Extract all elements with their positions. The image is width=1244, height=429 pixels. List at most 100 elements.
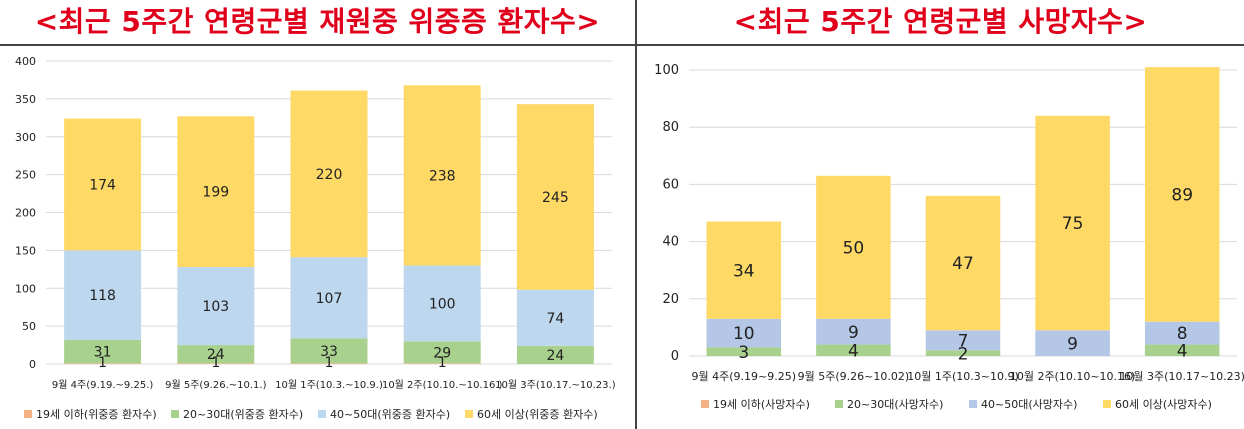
deaths-bar-segment xyxy=(1144,67,1220,322)
chart-title-severe: <최근 5주간 연령군별 재원중 위중증 환자수> xyxy=(0,0,635,46)
deaths-y-tick-label: 100 xyxy=(654,63,679,78)
severe-data-label: 238 xyxy=(429,168,456,184)
severe-bar-segment xyxy=(177,116,255,268)
severe-data-label: 29 xyxy=(433,345,451,361)
deaths-bar-segment xyxy=(925,330,1001,351)
severe-x-tick-label: 9월 4주(9.19.~9.25.) xyxy=(52,379,153,391)
deaths-legend-swatch xyxy=(835,400,843,408)
deaths-legend-label: 60세 이상(사망자수) xyxy=(1115,398,1212,411)
deaths-y-tick-label: 60 xyxy=(662,177,679,192)
deaths-x-tick-label: 10월 1주(10.3~10.9) xyxy=(907,370,1019,383)
severe-x-tick-label: 10월 3주(10.17.~10.23.) xyxy=(495,379,616,391)
severe-data-label: 245 xyxy=(542,190,569,206)
severe-data-label: 118 xyxy=(89,288,116,304)
deaths-legend-swatch xyxy=(969,400,977,408)
severe-bar-segment xyxy=(290,363,368,364)
severe-data-label: 199 xyxy=(202,185,229,201)
severe-data-label: 24 xyxy=(207,347,225,363)
severe-bar-segment xyxy=(290,257,368,339)
severe-data-label: 1 xyxy=(211,355,220,371)
deaths-data-label: 9 xyxy=(848,323,859,343)
severe-data-label: 174 xyxy=(89,178,116,194)
deaths-data-label: 75 xyxy=(1062,214,1084,234)
severe-y-tick-label: 0 xyxy=(29,358,36,371)
severe-legend-swatch xyxy=(465,410,473,418)
severe-y-tick-label: 400 xyxy=(15,55,36,68)
deaths-data-label: 34 xyxy=(733,261,755,281)
deaths-data-label: 2 xyxy=(958,344,969,364)
severe-data-label: 33 xyxy=(320,344,338,360)
deaths-bar-segment xyxy=(706,347,782,356)
severe-legend-label: 40~50대(위중증 환자수) xyxy=(330,408,450,421)
deaths-y-tick-label: 20 xyxy=(662,292,679,307)
severe-bar-segment xyxy=(516,345,594,364)
severe-data-label: 1 xyxy=(98,355,107,371)
deaths-legend-label: 40~50대(사망자수) xyxy=(981,398,1077,411)
deaths-x-tick-label: 10월 2주(10.10~10.16) xyxy=(1010,370,1136,383)
deaths-y-tick-label: 40 xyxy=(662,235,679,250)
deaths-data-label: 8 xyxy=(1177,324,1188,344)
severe-y-tick-label: 250 xyxy=(15,169,36,182)
deaths-bar-segment xyxy=(816,344,891,356)
severe-legend-swatch xyxy=(171,410,179,418)
severe-bar-segment xyxy=(403,265,481,342)
severe-x-tick-label: 10월 2주(10.10.~10.16.) xyxy=(382,379,503,391)
severe-bar-segment xyxy=(516,104,594,290)
deaths-bar-segment xyxy=(1144,344,1220,356)
deaths-data-label: 89 xyxy=(1171,186,1193,206)
deaths-x-tick-label: 9월 4주(9.19~9.25) xyxy=(692,370,797,383)
severe-bar-segment xyxy=(290,90,368,258)
severe-cases-panel: <최근 5주간 연령군별 재원중 위중증 환자수> 0 50 100 150 200 25… xyxy=(0,0,637,429)
deaths-bar-segment xyxy=(816,175,891,319)
deaths-bar-segment xyxy=(925,350,1001,356)
deaths-legend-label: 19세 이하(사망자수) xyxy=(713,397,810,411)
deaths-legend-swatch xyxy=(701,400,709,408)
deaths-legend-swatch xyxy=(1103,400,1111,408)
severe-bar-segment xyxy=(64,118,142,251)
severe-legend-label: 20~30대(위중증 환자수) xyxy=(183,408,303,421)
deaths-data-label: 47 xyxy=(952,254,974,274)
deaths-bar-segment xyxy=(1144,321,1220,345)
severe-data-label: 74 xyxy=(546,311,564,327)
severe-bar-segment xyxy=(403,85,481,266)
deaths-panel: <최근 5주간 연령군별 사망자수> 0 20 40 60 80 100 3 10 34 9월 4… xyxy=(637,0,1244,429)
severe-bar-segment xyxy=(290,338,368,364)
severe-bar-segment xyxy=(64,250,142,340)
chart-title-deaths: <최근 5주간 연령군별 사망자수> xyxy=(637,0,1244,46)
deaths-data-label: 4 xyxy=(1177,341,1188,361)
deaths-legend-label: 20~30대(사망자수) xyxy=(847,398,943,411)
severe-bar-segment xyxy=(64,363,142,364)
severe-data-label: 1 xyxy=(325,355,334,371)
severe-bar-segment xyxy=(177,345,255,364)
deaths-y-tick-label: 80 xyxy=(662,120,679,135)
deaths-bar-segment xyxy=(1035,115,1110,331)
deaths-data-label: 50 xyxy=(843,238,865,258)
deaths-y-tick-label: 0 xyxy=(671,349,679,364)
severe-bar-segment xyxy=(403,363,481,364)
severe-legend-label: 60세 이상(위중증 환자수) xyxy=(477,408,598,421)
severe-data-label: 31 xyxy=(94,345,112,361)
severe-y-tick-label: 100 xyxy=(15,282,36,295)
severe-data-label: 107 xyxy=(316,291,343,307)
severe-bar-segment xyxy=(64,339,142,364)
severe-y-tick-label: 50 xyxy=(22,320,36,333)
severe-data-label: 100 xyxy=(429,296,456,312)
deaths-data-label: 10 xyxy=(733,324,755,344)
deaths-data-label: 9 xyxy=(1067,334,1078,354)
severe-data-label: 103 xyxy=(202,299,229,315)
deaths-bar-segment xyxy=(816,318,891,345)
severe-bar-segment xyxy=(177,267,255,346)
deaths-bar-segment xyxy=(1035,330,1110,356)
severe-bar-segment xyxy=(177,363,255,364)
severe-y-tick-label: 150 xyxy=(15,244,36,257)
severe-legend-swatch xyxy=(24,410,32,418)
severe-data-label: 24 xyxy=(546,348,564,364)
deaths-x-tick-label: 10월 3주(10.17~10.23) xyxy=(1119,370,1244,383)
severe-y-tick-label: 350 xyxy=(15,93,36,106)
deaths-bar-segment xyxy=(925,195,1001,331)
severe-bar-segment xyxy=(516,289,594,346)
severe-legend-swatch xyxy=(318,410,326,418)
deaths-data-label: 3 xyxy=(738,343,749,363)
severe-bar-segment xyxy=(403,341,481,364)
